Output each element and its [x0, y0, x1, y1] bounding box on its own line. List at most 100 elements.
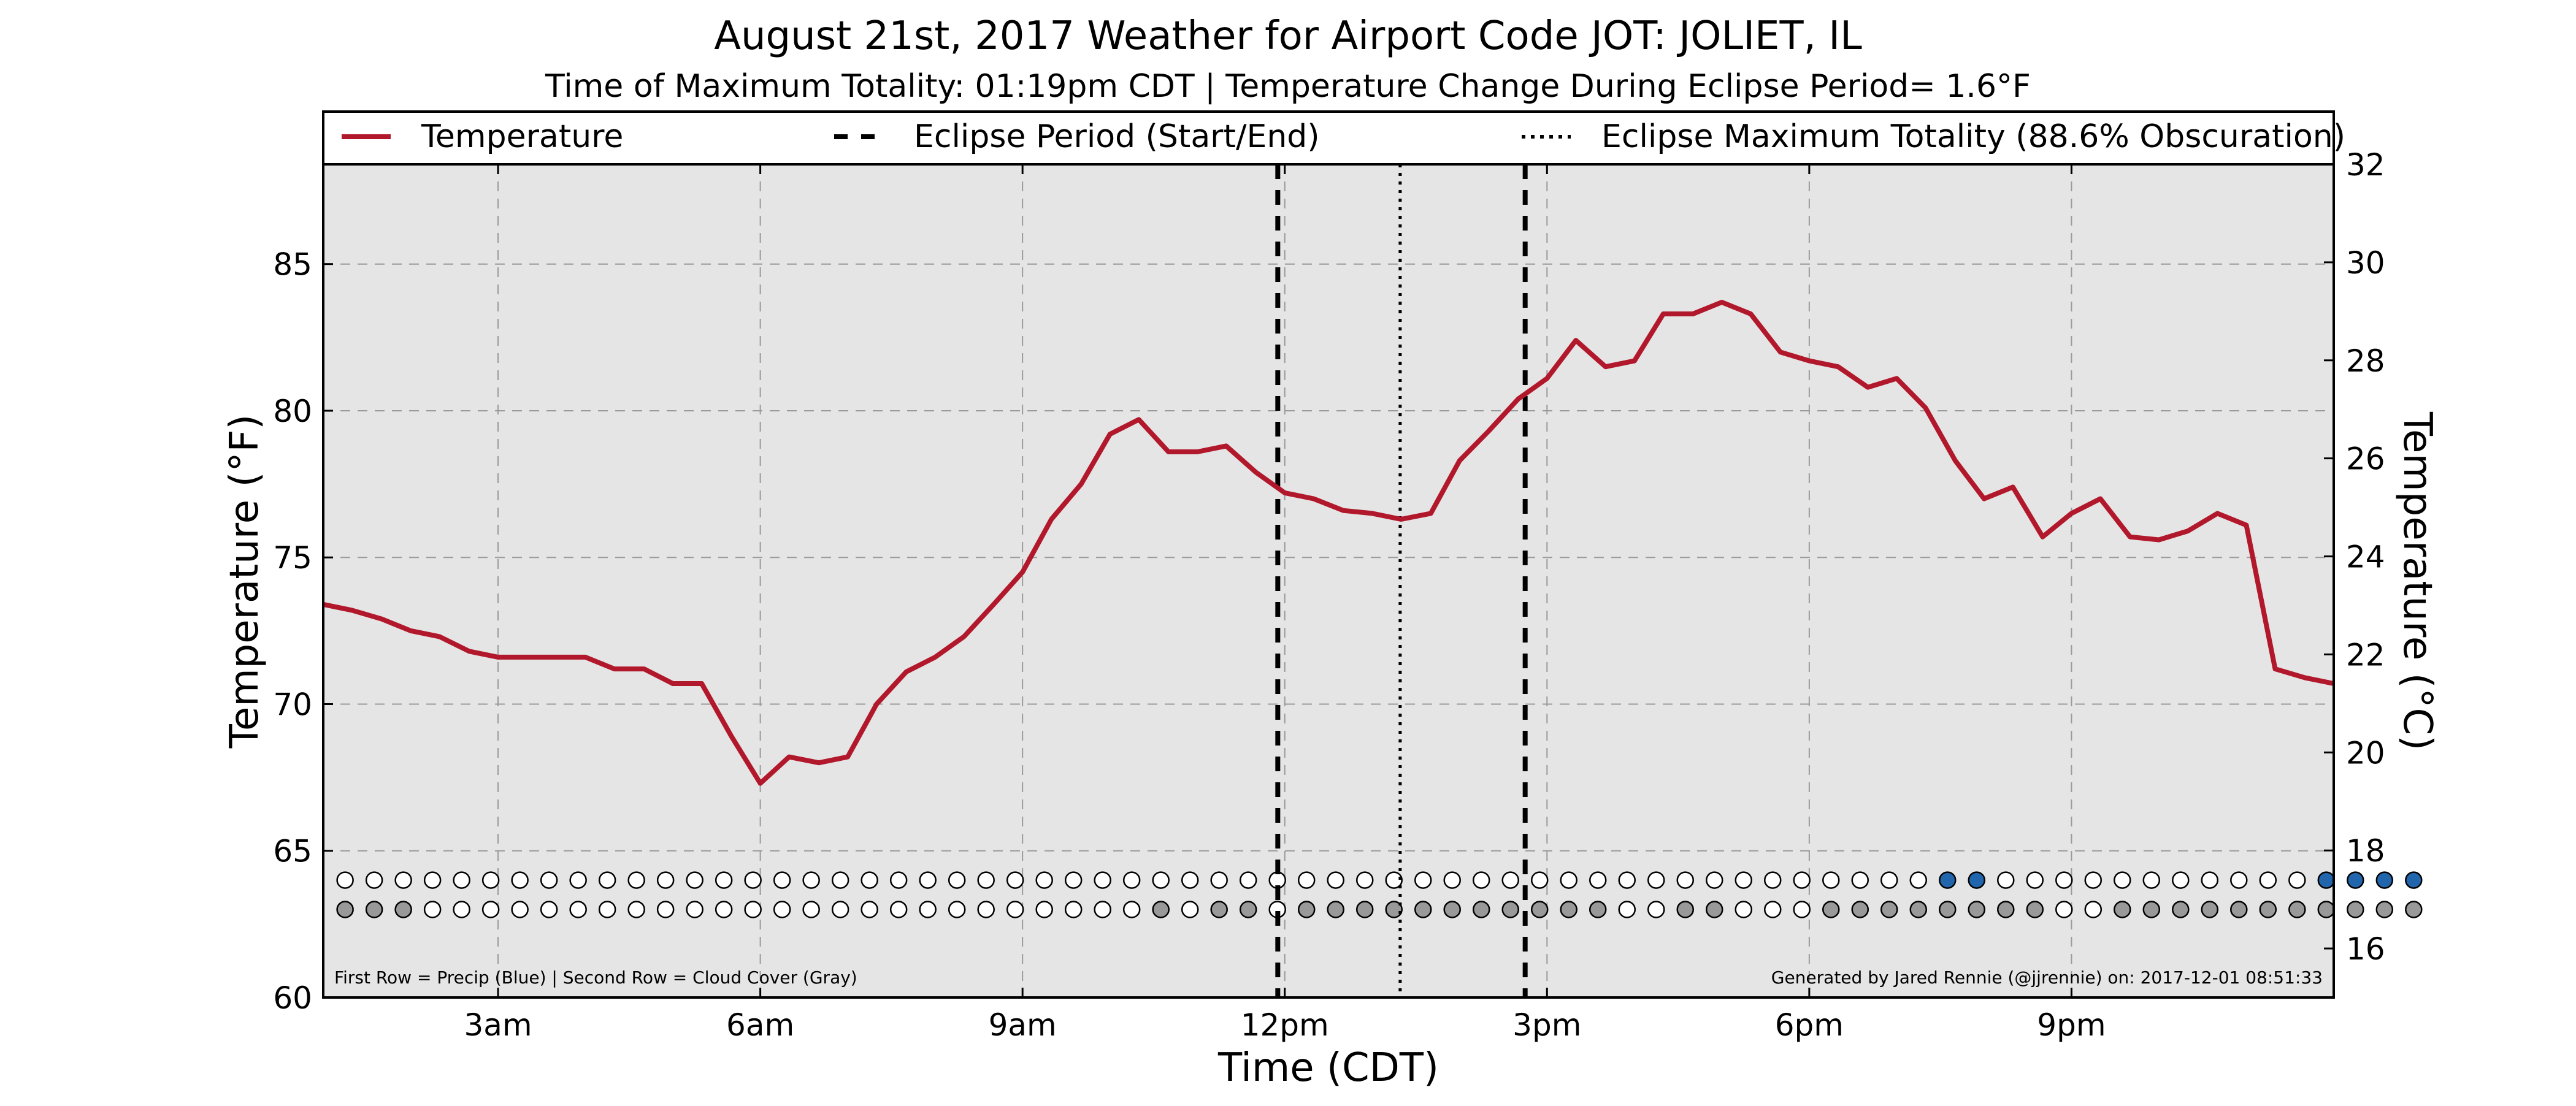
precip-dot — [1035, 871, 1053, 889]
precip-dot — [1385, 871, 1403, 889]
cloud-cover-dot — [1560, 901, 1577, 918]
precip-dot — [511, 871, 529, 889]
cloud-cover-dot — [1880, 901, 1898, 918]
cloud-cover-dot — [1181, 901, 1199, 918]
precip-dot — [2259, 871, 2277, 889]
cloud-cover-dot — [598, 901, 616, 918]
precip-dot — [656, 871, 675, 889]
precip-dot — [1210, 871, 1228, 889]
cloud-cover-dot — [2172, 901, 2190, 918]
precip-dot — [715, 871, 733, 889]
chart-subtitle: Time of Maximum Totality: 01:19pm CDT | … — [545, 68, 2031, 105]
precip-dot — [2172, 871, 2190, 889]
precip-dot — [2026, 871, 2044, 889]
precip-dot — [2084, 871, 2103, 889]
cloud-cover-dot — [889, 901, 908, 918]
cloud-cover-dot — [1968, 901, 1986, 918]
cloud-cover-dot — [540, 901, 558, 918]
cloud-cover-dot — [1414, 901, 1432, 918]
y-tick-label-right: 26 — [2346, 441, 2385, 477]
cloud-cover-dot — [1501, 901, 1519, 918]
cloud-cover-dot — [2114, 901, 2131, 918]
precip-dot — [2317, 871, 2336, 889]
axis-ticks: 3am 6am 9am 12pm 3pm 6pm 9pm 60 65 70 75 80 85 16 18 20… — [273, 147, 2385, 1043]
precip-dot — [1793, 871, 1811, 889]
footnote-left: First Row = Precip (Blue) | Second Row =… — [334, 967, 857, 988]
cloud-cover-dot — [1297, 901, 1316, 918]
precip-dot — [2201, 871, 2219, 889]
legend-label-temperature: Temperature — [421, 118, 623, 155]
precip-dot — [1909, 871, 1928, 889]
precip-dot — [2055, 871, 2073, 889]
precip-dot — [977, 871, 995, 889]
cloud-cover-dot — [365, 901, 383, 918]
cloud-cover-dot — [2317, 901, 2336, 918]
y-tick-label-right: 24 — [2346, 540, 2385, 575]
precip-dot — [1589, 871, 1607, 889]
cloud-cover-dot — [1939, 901, 1957, 918]
precip-dot — [889, 871, 908, 889]
precip-dot — [627, 871, 645, 889]
precip-dot — [2288, 871, 2306, 889]
cloud-cover-dot — [1035, 901, 1053, 918]
plot-background — [323, 164, 2334, 997]
x-tick-label: 6am — [726, 1007, 794, 1043]
cloud-cover-dot — [2259, 901, 2277, 918]
cloud-cover-dot — [1355, 901, 1374, 918]
y-axis-label-left: Temperature (°F) — [222, 414, 267, 749]
cloud-cover-dot — [1647, 901, 1665, 918]
cloud-cover-dot — [656, 901, 675, 918]
y-tick-label-right: 16 — [2346, 931, 2385, 967]
cloud-cover-dot — [686, 901, 703, 918]
cloud-cover-dot — [1618, 901, 1636, 918]
precip-dot — [1297, 871, 1316, 889]
precip-dot — [1181, 871, 1199, 889]
cloud-cover-dot — [1764, 901, 1782, 918]
cloud-cover-dot — [2405, 901, 2423, 918]
precip-dot — [1327, 871, 1344, 889]
y-tick-label-left: 75 — [273, 540, 312, 576]
precip-dot — [423, 871, 442, 889]
precip-dot — [1064, 871, 1083, 889]
y-tick-label-left: 70 — [273, 687, 312, 722]
cloud-cover-dot — [2055, 901, 2073, 918]
precip-dot — [1735, 871, 1753, 889]
precip-dot — [831, 871, 849, 889]
precip-dot — [569, 871, 587, 889]
precip-dot — [1939, 871, 1957, 889]
precip-dot — [1822, 871, 1840, 889]
x-tick-label: 12pm — [1241, 1007, 1329, 1043]
precip-dot — [1152, 871, 1170, 889]
eclipse-lines — [1275, 164, 1528, 997]
precip-dot — [686, 871, 703, 889]
precip-dot — [394, 871, 412, 889]
y-tick-label-right: 28 — [2346, 343, 2385, 379]
precip-dot — [453, 871, 470, 889]
precip-dot — [2142, 871, 2161, 889]
cloud-cover-dot — [1735, 901, 1753, 918]
precip-dot — [1443, 871, 1461, 889]
cloud-cover-dot — [1705, 901, 1723, 918]
x-axis-label: Time (CDT) — [1217, 1045, 1439, 1091]
legend-box — [322, 110, 2335, 166]
cloud-cover-dot — [1793, 901, 1811, 918]
precip-dot — [1501, 871, 1519, 889]
precip-dot — [1006, 871, 1024, 889]
precip-dot — [1676, 871, 1694, 889]
cloud-cover-dot — [948, 901, 966, 918]
cloud-cover-dot — [802, 901, 820, 918]
cloud-cover-dot — [1210, 901, 1228, 918]
precip-dot — [365, 871, 383, 889]
cloud-cover-dot — [1472, 901, 1490, 918]
legend-label-max-totality: Eclipse Maximum Totality (88.6% Obscurat… — [1601, 118, 2345, 155]
y-tick-label-right: 30 — [2346, 245, 2385, 281]
precip-dot — [1414, 871, 1432, 889]
cloud-cover-dot — [1443, 901, 1461, 918]
cloud-cover-dot — [1006, 901, 1024, 918]
precip-dot — [1094, 871, 1111, 889]
dot-rows — [336, 871, 2423, 918]
precip-dot — [1647, 871, 1665, 889]
cloud-cover-dot — [2084, 901, 2103, 918]
